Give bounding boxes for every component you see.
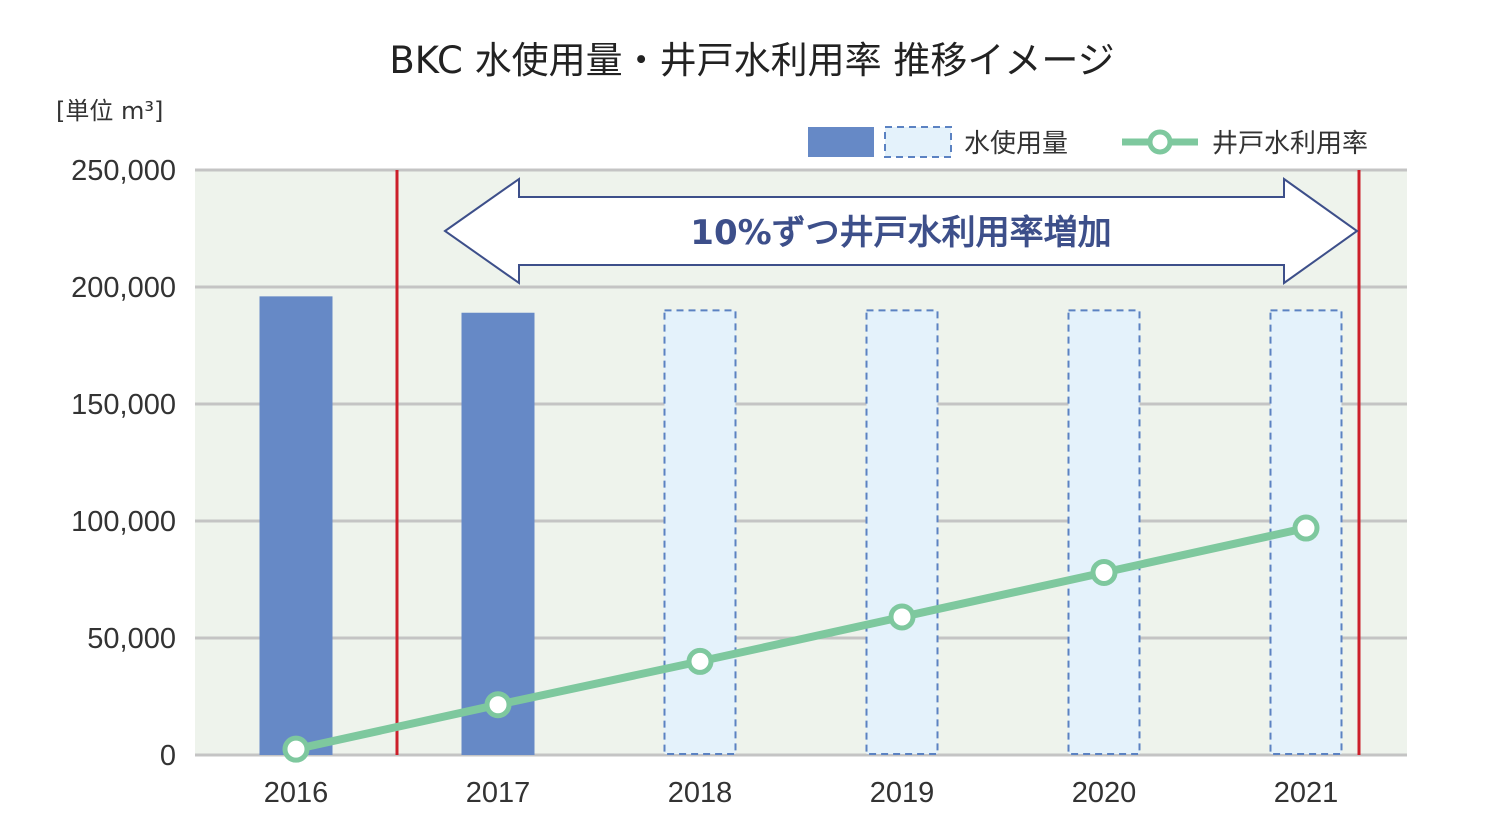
annotation-arrow: 10%ずつ井戸水利用率増加: [443, 177, 1359, 285]
y-tick-label: 50,000: [87, 623, 176, 655]
line-point: [1090, 558, 1118, 586]
plot-area: 0 50,000 100,000 150,000 200,000 250,000 2016 2…: [71, 155, 1407, 809]
chart-title: BKC 水使用量・井戸水利用率 推移イメージ: [389, 39, 1114, 82]
bar: [259, 296, 333, 755]
x-tick-label: 2021: [1274, 777, 1339, 809]
line-point: [888, 603, 916, 631]
x-tick-label: 2020: [1072, 777, 1137, 809]
bar-projected: [865, 309, 939, 755]
legend-label-bar: 水使用量: [964, 129, 1068, 159]
line-point: [282, 735, 310, 763]
legend-dashed-swatch: [884, 126, 952, 158]
line-point: [1292, 514, 1320, 542]
bar: [461, 312, 535, 755]
unit-label: [単位 m³]: [56, 97, 163, 125]
legend-solid-swatch: [808, 127, 874, 157]
legend-line-marker: [1147, 129, 1173, 155]
double-arrow-shape: [443, 177, 1359, 285]
y-tick-label: 250,000: [71, 155, 176, 187]
y-tick-label: 200,000: [71, 272, 176, 304]
line-point: [484, 691, 512, 719]
x-tick-label: 2017: [466, 777, 531, 809]
legend: 水使用量 井戸水利用率: [808, 126, 1368, 159]
series-line: [295, 524, 1307, 754]
x-tick-label: 2016: [264, 777, 329, 809]
bar-projected: [663, 309, 737, 755]
y-tick-label: 150,000: [71, 389, 176, 421]
line-point: [686, 647, 714, 675]
x-tick-label: 2019: [870, 777, 935, 809]
y-tick-label: 0: [160, 740, 176, 772]
x-tick-label: 2018: [668, 777, 733, 809]
bar-projected: [1067, 309, 1141, 755]
y-tick-label: 100,000: [71, 506, 176, 538]
annotation-text: 10%ずつ井戸水利用率増加: [690, 213, 1111, 253]
legend-label-line: 井戸水利用率: [1212, 129, 1368, 159]
